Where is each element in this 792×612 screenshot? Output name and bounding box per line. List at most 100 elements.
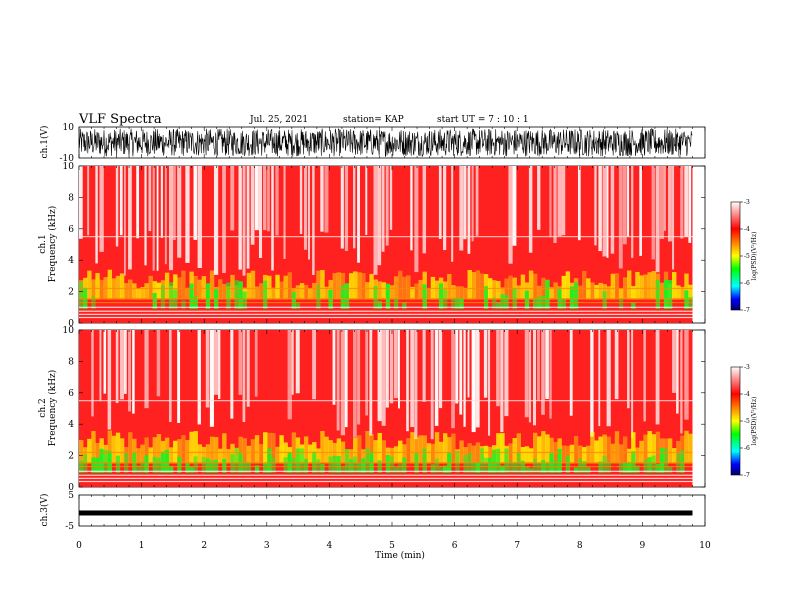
spectrogram-cell bbox=[107, 430, 113, 464]
colorbar-tick-label: -7 bbox=[744, 307, 750, 314]
spectrogram-cell bbox=[393, 330, 398, 399]
spectrogram-cell bbox=[222, 283, 227, 300]
x-tick-label: 2 bbox=[201, 541, 207, 551]
spectrogram-cell bbox=[357, 435, 362, 464]
spectrogram-cell bbox=[316, 285, 321, 309]
spectrogram-cell bbox=[655, 330, 660, 425]
spectrogram-cell bbox=[189, 283, 194, 309]
y-tick-label: 4 bbox=[68, 420, 74, 430]
spectrogram-cell bbox=[639, 275, 644, 300]
spectrogram-cell bbox=[520, 274, 526, 300]
spectrogram-cell bbox=[181, 300, 186, 309]
spectrogram-cell bbox=[107, 451, 113, 473]
spectrogram-band bbox=[79, 306, 693, 308]
spectrogram-cell bbox=[414, 166, 419, 273]
spectrogram-cell bbox=[602, 434, 607, 464]
spectrogram-cell bbox=[532, 432, 538, 464]
colorbar-tick-label: -3 bbox=[744, 364, 750, 371]
spectrogram-cell bbox=[87, 166, 90, 236]
spectrogram-cell bbox=[299, 448, 305, 473]
spectrogram-cell bbox=[385, 283, 391, 309]
spectrogram-cell bbox=[532, 273, 538, 300]
spectrogram-cell bbox=[144, 330, 149, 409]
spectrogram-cell bbox=[205, 330, 210, 408]
spectrogram-cell bbox=[271, 457, 276, 473]
spectrogram-cell bbox=[557, 448, 562, 473]
spectrogram-cell bbox=[500, 287, 505, 300]
spectrogram-cell bbox=[631, 330, 634, 438]
spectrogram-cell bbox=[99, 330, 102, 402]
spectrogram-cell bbox=[684, 290, 689, 309]
spectrogram-cell bbox=[442, 465, 448, 473]
spectrogram-cell bbox=[438, 283, 444, 309]
spectrogram-cell bbox=[222, 433, 227, 464]
spectrogram-cell bbox=[406, 438, 411, 464]
spectrogram-cell bbox=[209, 330, 214, 427]
spectrogram-cell bbox=[140, 287, 145, 300]
spectrogram-cell bbox=[680, 435, 685, 464]
spectrogram-cell bbox=[95, 166, 98, 264]
spectrogram-cell bbox=[344, 283, 350, 309]
spectrogram-cell bbox=[181, 435, 186, 464]
spectrogram-cell bbox=[336, 438, 342, 464]
spectrogram-cell bbox=[201, 446, 207, 464]
spectrogram-cell bbox=[287, 330, 292, 420]
spectrogram-cell bbox=[111, 435, 117, 464]
spectrogram-cell bbox=[553, 282, 558, 300]
spectrogram-cell bbox=[140, 461, 145, 473]
spectrogram-cell bbox=[91, 430, 96, 464]
x-tick-label: 10 bbox=[699, 541, 711, 551]
spectrogram-cell bbox=[402, 444, 407, 464]
spectrogram-cell bbox=[426, 443, 432, 464]
spectrogram-cell bbox=[193, 431, 198, 464]
spectrogram-cell bbox=[684, 273, 689, 300]
spectrogram-cell bbox=[115, 455, 121, 473]
spectrogram-cell bbox=[659, 282, 665, 300]
spectrogram-cell bbox=[332, 273, 337, 300]
spectrogram-cell bbox=[631, 166, 634, 258]
spectrogram-cell bbox=[119, 273, 125, 300]
ch3-waveform-ylabel: ch.3(V) bbox=[39, 494, 50, 527]
spectrogram-cell bbox=[541, 431, 546, 464]
spectrogram-cell bbox=[320, 463, 325, 473]
spectrogram-cell bbox=[483, 286, 489, 309]
spectrogram-cell bbox=[312, 166, 315, 275]
y-tick-label: 6 bbox=[68, 389, 74, 399]
spectrogram-cell bbox=[164, 449, 170, 473]
spectrogram-cell bbox=[688, 166, 692, 243]
spectrogram-cell bbox=[226, 282, 231, 309]
spectrogram-cell bbox=[177, 330, 181, 423]
spectrogram-cell bbox=[475, 270, 481, 300]
spectrogram-cell bbox=[295, 330, 300, 394]
spectrogram-cell bbox=[410, 432, 415, 464]
spectrogram-cell bbox=[250, 166, 255, 245]
spectrogram-cell bbox=[267, 166, 270, 232]
spectrogram-cell bbox=[676, 330, 679, 414]
spectrogram-cell bbox=[234, 280, 239, 309]
spectrogram-cell bbox=[598, 330, 601, 427]
spectrogram-cell bbox=[267, 432, 272, 464]
spectrogram-cell bbox=[303, 284, 309, 300]
spectrogram-cell bbox=[618, 298, 624, 309]
spectrogram-cell bbox=[340, 330, 346, 436]
spectrogram-cell bbox=[438, 330, 443, 409]
y-tick-label: 5 bbox=[68, 491, 74, 501]
spectrogram-cell bbox=[115, 432, 121, 464]
spectrogram-cell bbox=[631, 286, 636, 300]
y-tick-label: 2 bbox=[68, 452, 74, 462]
y-tick-label: 10 bbox=[63, 162, 75, 172]
spectrogram-cell bbox=[99, 166, 104, 252]
spectrogram-cell bbox=[598, 282, 603, 300]
spectrogram-cell bbox=[230, 443, 235, 464]
spectrogram-cell bbox=[622, 436, 628, 464]
spectrogram-cell bbox=[532, 330, 537, 426]
x-tick-label: 3 bbox=[264, 541, 270, 551]
ch2-colorbar bbox=[730, 366, 741, 476]
spectrogram-cell bbox=[434, 280, 440, 300]
spectrogram-cell bbox=[177, 456, 182, 473]
spectrogram-cell bbox=[312, 282, 317, 300]
spectrogram-cell bbox=[365, 330, 369, 416]
spectrogram-cell bbox=[258, 166, 263, 259]
spectrogram-cell bbox=[340, 285, 346, 309]
